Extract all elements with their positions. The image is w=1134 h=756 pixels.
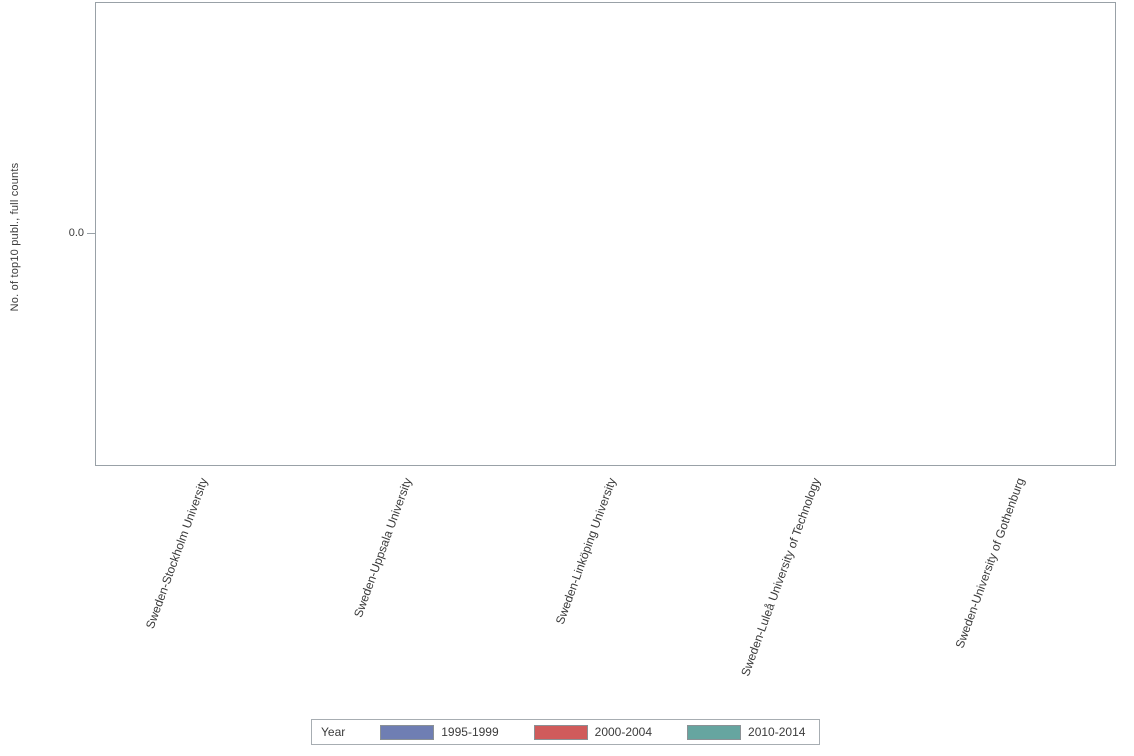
legend-title: Year	[321, 725, 346, 739]
y-tick-mark	[87, 233, 95, 234]
x-category-label: Sweden-Uppsala University	[350, 476, 415, 620]
x-category-label: Sweden-Stockholm University	[142, 476, 211, 631]
legend-item: 2010-2014	[687, 724, 806, 740]
y-tick-label: 0.0	[68, 227, 84, 239]
y-axis-label: No. of top10 publ., full counts	[9, 162, 21, 312]
legend-item-label: 2010-2014	[748, 725, 806, 739]
legend-item: 1995-1999	[380, 724, 499, 740]
legend-swatch	[380, 724, 435, 740]
legend: Year 1995-1999 2000-2004 2010-2014	[311, 719, 821, 745]
legend-swatch	[533, 724, 588, 740]
x-category-label: Sweden-Luleå University of Technology	[737, 476, 823, 679]
legend-item-label: 2000-2004	[594, 725, 653, 739]
legend-item-label: 1995-1999	[441, 725, 499, 739]
x-category-label: Sweden-University of Gothenburg	[952, 476, 1028, 651]
plot-area	[95, 2, 1116, 466]
legend-swatch	[687, 724, 742, 740]
legend-item: 2000-2004	[533, 724, 653, 740]
x-category-label: Sweden-Linköping University	[552, 476, 619, 627]
